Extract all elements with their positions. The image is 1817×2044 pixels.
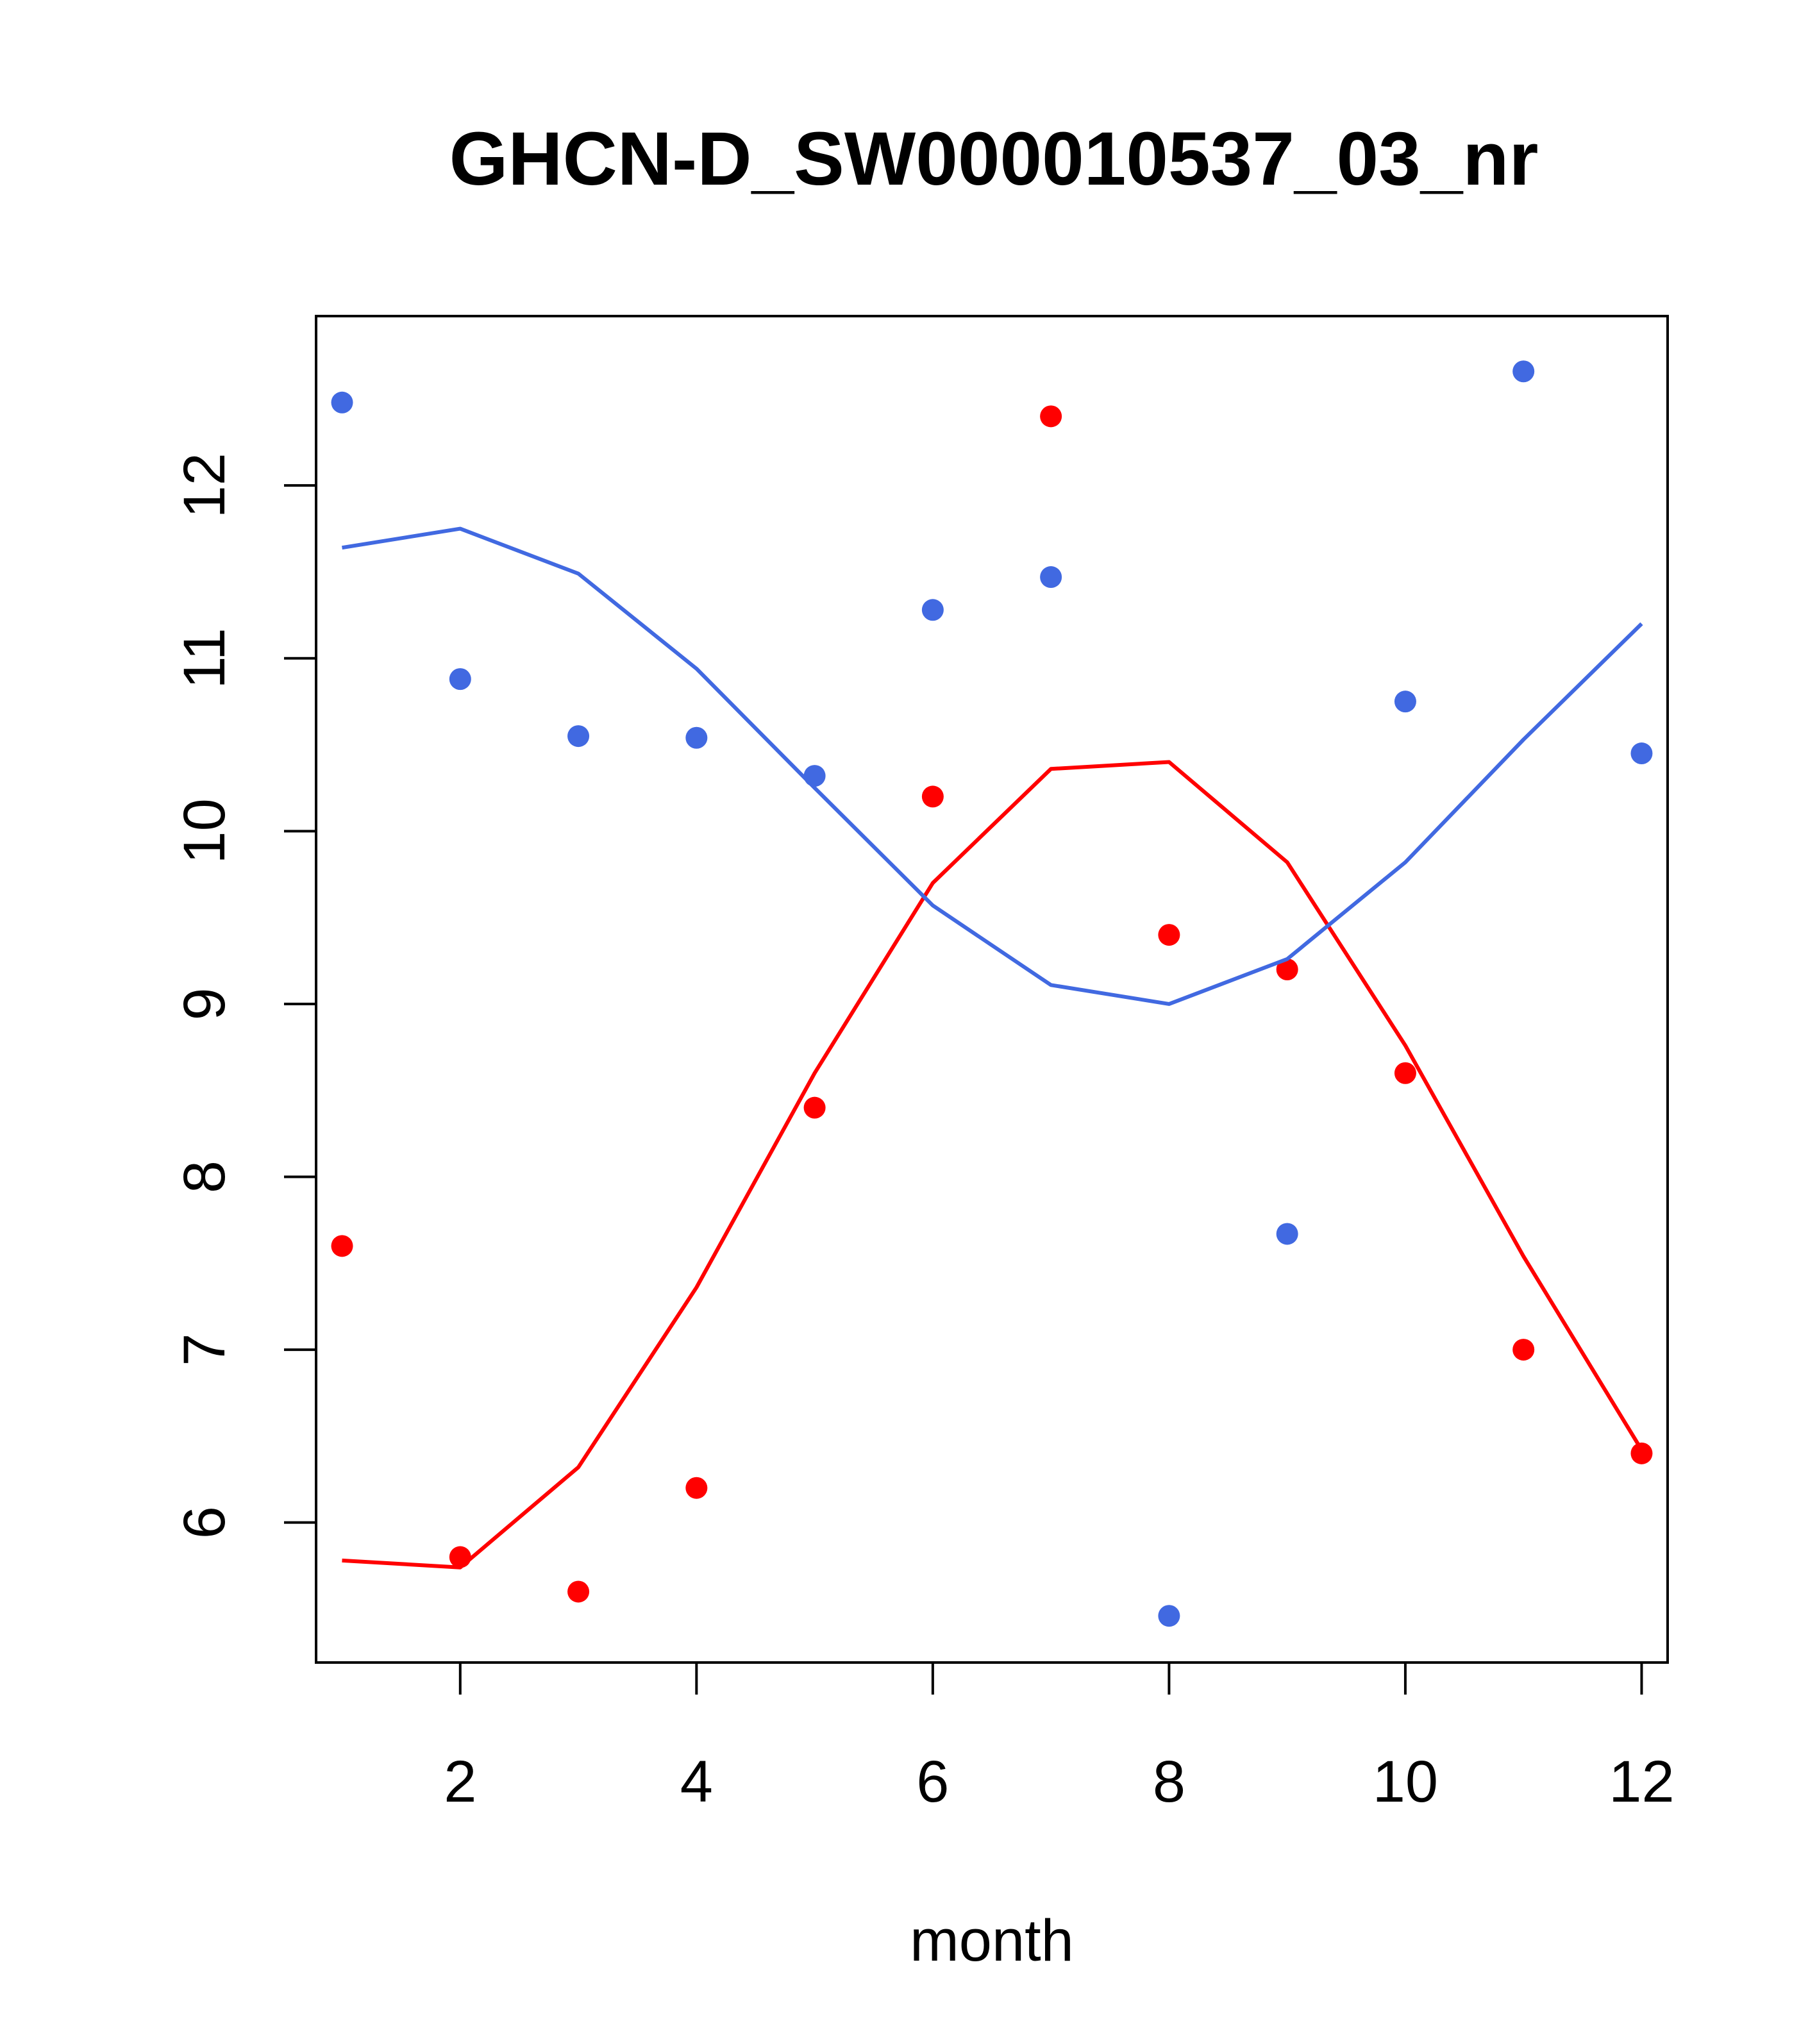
data-point <box>685 1477 708 1499</box>
x-axis-label: month <box>910 1908 1074 1973</box>
data-point <box>1512 360 1535 383</box>
data-point <box>1158 1605 1180 1627</box>
x-tick-label: 4 <box>680 1749 713 1814</box>
data-point <box>1630 1442 1653 1464</box>
x-tick-label: 8 <box>1153 1749 1185 1814</box>
y-tick-label: 9 <box>172 987 237 1020</box>
data-point <box>803 1096 826 1119</box>
data-point <box>1276 1223 1298 1245</box>
series-1 <box>331 405 1653 1603</box>
y-tick-label: 8 <box>172 1160 237 1193</box>
data-point <box>1394 691 1416 713</box>
series-2 <box>331 360 1653 1627</box>
data-point <box>567 1580 590 1603</box>
x-tick-label: 10 <box>1373 1749 1438 1814</box>
x-axis: 2 4 6 8 10 12 <box>444 1661 1675 1814</box>
data-point <box>567 725 590 748</box>
y-tick-label: 10 <box>172 798 237 864</box>
data-point <box>449 1546 471 1568</box>
series-layer <box>331 360 1653 1627</box>
data-point <box>1630 742 1653 765</box>
data-point <box>1040 405 1062 428</box>
data-point <box>921 785 944 808</box>
data-point <box>1158 924 1180 946</box>
x-tick-label: 6 <box>916 1749 949 1814</box>
series-line <box>342 526 1643 1006</box>
x-tick-label: 12 <box>1609 1749 1674 1814</box>
data-point <box>921 599 944 621</box>
data-point <box>449 668 471 691</box>
data-point <box>1276 958 1298 980</box>
data-point <box>331 1235 353 1257</box>
data-point <box>1512 1339 1535 1361</box>
y-tick-label: 6 <box>172 1506 237 1539</box>
data-point <box>685 726 708 749</box>
plot-frame <box>315 315 1669 1664</box>
x-tick-label: 2 <box>444 1749 476 1814</box>
chart-title: GHCN-D_SW000010537_03_nr <box>449 117 1539 201</box>
data-point <box>1040 566 1062 589</box>
y-tick-label: 7 <box>172 1333 237 1366</box>
series-line <box>342 760 1644 1570</box>
y-tick-label: 12 <box>172 453 237 518</box>
data-point <box>1394 1062 1416 1084</box>
data-point <box>331 391 353 414</box>
y-tick-label: 11 <box>172 628 237 689</box>
y-axis: 6 7 8 9 10 11 12 <box>172 453 317 1539</box>
data-point <box>803 765 826 787</box>
